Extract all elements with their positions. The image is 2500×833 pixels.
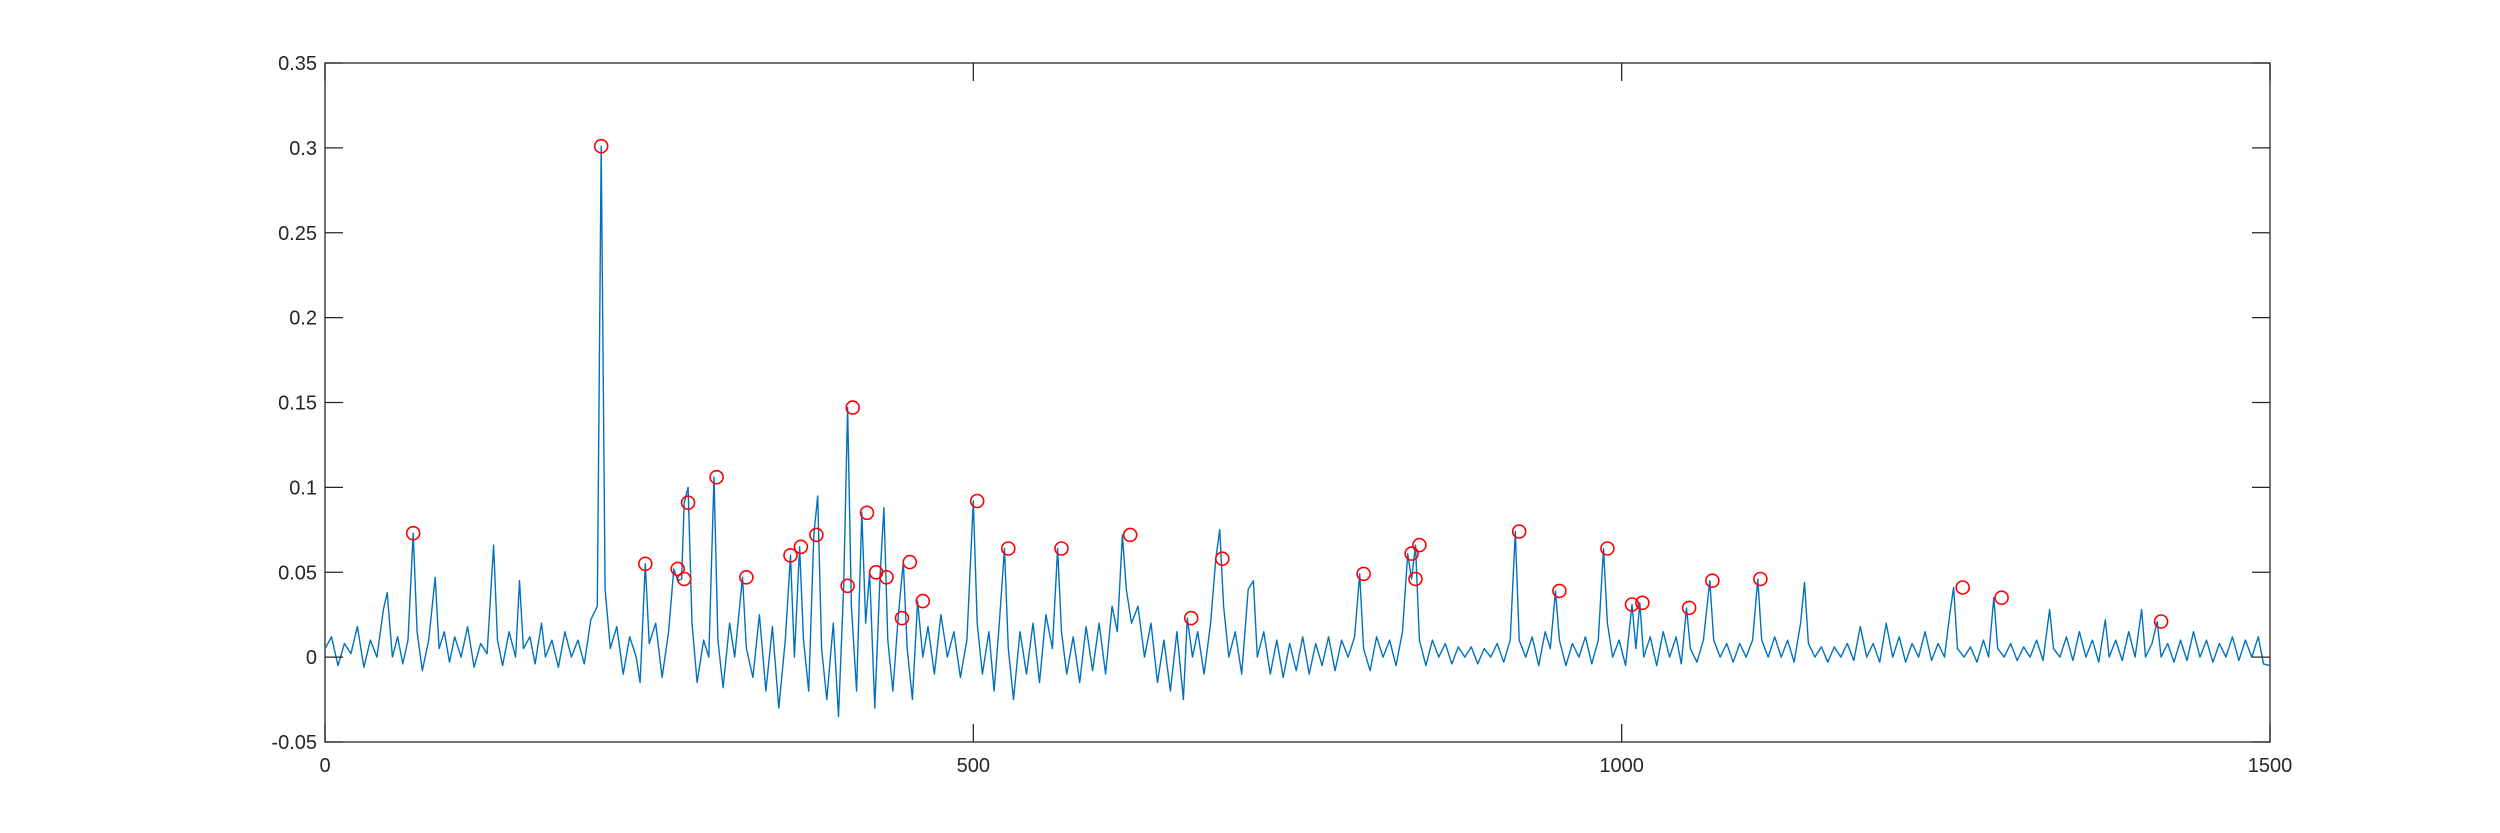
series-layer [324, 145, 2271, 718]
peak-marker [1681, 600, 1697, 616]
peak-marker [783, 547, 798, 563]
peak-marker [879, 569, 894, 585]
peak-markers [405, 138, 2169, 629]
peak-marker [709, 469, 724, 485]
peak-marker [1122, 527, 1138, 543]
y-tick-label: 0 [306, 647, 317, 669]
peak-marker [1753, 571, 1768, 587]
peak-marker [915, 593, 931, 609]
peak-marker [859, 505, 875, 521]
peak-marker [1404, 546, 1419, 561]
peak-marker [637, 556, 653, 572]
axes-box [324, 62, 2271, 743]
y-tick-label: 0.2 [289, 308, 317, 330]
x-tick-label: 500 [957, 755, 990, 777]
peak-marker [1600, 541, 1615, 556]
peak-marker [1955, 580, 1970, 595]
peak-marker [2153, 614, 2169, 629]
peak-marker [1183, 610, 1199, 626]
peak-marker [1705, 573, 1720, 589]
signal-line [324, 145, 2271, 718]
peak-marker [593, 138, 609, 154]
x-tick-label: 1500 [2248, 755, 2293, 777]
y-tick-label: 0.15 [278, 393, 317, 415]
peak-marker [1552, 583, 1567, 599]
y-tick-label: 0.3 [289, 138, 317, 160]
peak-marker [1215, 551, 1230, 567]
y-axis: -0.05 0 0.05 0.1 0.15 0.2 0.25 0.3 0.35 [271, 53, 2270, 754]
peak-marker [1511, 524, 1527, 539]
peak-marker [793, 539, 809, 555]
peak-marker [894, 610, 910, 626]
peak-marker [405, 525, 421, 541]
peak-marker [1054, 541, 1069, 556]
x-tick-label: 0 [319, 755, 330, 777]
y-tick-label: -0.05 [271, 732, 317, 754]
peak-marker [1356, 566, 1371, 582]
peak-marker [1412, 537, 1427, 553]
peak-marker [1994, 590, 2009, 606]
peak-marker [845, 400, 861, 415]
y-tick-label: 0.05 [278, 562, 317, 584]
x-axis: 0 500 1000 1500 [319, 63, 2292, 777]
y-tick-label: 0.35 [278, 53, 317, 75]
peak-marker [1408, 571, 1423, 587]
peak-marker [739, 569, 754, 585]
y-tick-label: 0.1 [289, 477, 317, 499]
peak-marker [670, 561, 686, 577]
peak-marker [1635, 595, 1650, 611]
peak-marker [969, 493, 985, 509]
plot-area [324, 62, 2271, 743]
y-tick-label: 0.25 [278, 223, 317, 245]
x-tick-label: 1000 [1599, 755, 1644, 777]
peak-marker [809, 527, 824, 543]
peak-marker [840, 578, 855, 594]
peak-marker [902, 554, 918, 570]
peak-marker [1000, 541, 1016, 556]
peak-marker [1624, 597, 1640, 612]
peak-marker [680, 495, 696, 511]
peak-marker [676, 571, 692, 587]
